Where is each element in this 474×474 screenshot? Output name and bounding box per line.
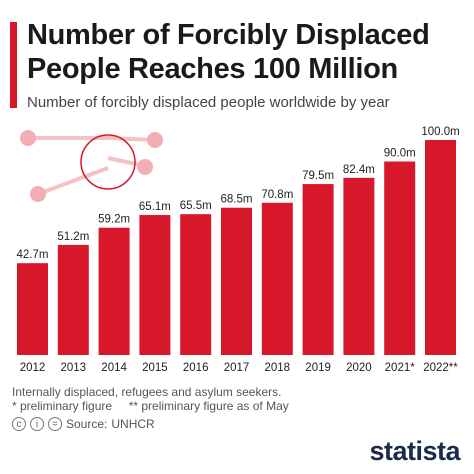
data-label: 68.5m: [221, 194, 253, 206]
x-tick-label: 2018: [265, 362, 291, 374]
data-label: 65.1m: [139, 201, 171, 213]
x-tick-label: 2017: [224, 362, 250, 374]
source-name: UNHCR: [111, 417, 155, 431]
x-tick-label: 2020: [346, 362, 372, 374]
bar-2014: [98, 227, 130, 355]
bar-chart: 42.7m 2012 51.2m 2013 59.2m 2014 65.1m 2015 65.5…: [17, 126, 460, 374]
bar-2020: [343, 177, 375, 355]
bar-2017: [221, 207, 252, 355]
bar-2022: [425, 140, 456, 355]
bar-2013: [57, 244, 89, 355]
chart-title: Number of Forcibly Displaced People Reac…: [27, 18, 467, 86]
title-accent-bar: [10, 22, 17, 108]
x-tick-label: 2016: [183, 362, 209, 374]
chart-subtitle: Number of forcibly displaced people worl…: [27, 94, 390, 111]
bar-2016: [180, 214, 212, 355]
x-tick-label: 2022**: [423, 362, 458, 374]
statista-logo[interactable]: statista: [369, 436, 460, 466]
source-line: c i = Source: UNHCR: [12, 417, 155, 431]
data-label: 59.2m: [98, 214, 130, 226]
x-tick-label: 2013: [61, 362, 87, 374]
bar-2012: [17, 263, 48, 355]
data-label: 90.0m: [384, 148, 416, 160]
bar-2015: [139, 215, 171, 355]
x-tick-label: 2019: [305, 362, 331, 374]
bar-2021: [384, 161, 416, 355]
footnotes-text: * preliminary figure ** preliminary figu…: [12, 399, 289, 413]
attribution-icon: i: [30, 417, 44, 431]
network-illustration: [20, 130, 163, 202]
x-tick-label: 2015: [142, 362, 168, 374]
data-label: 42.7m: [17, 249, 49, 261]
title-line-1: Number of Forcibly Displaced: [27, 19, 430, 51]
data-label: 100.0m: [421, 126, 459, 138]
bar-2018: [261, 202, 293, 355]
title-line-2: People Reaches 100 Million: [27, 53, 398, 85]
source-prefix: Source:: [66, 417, 108, 431]
x-tick-label: 2012: [20, 362, 46, 374]
chart-notes: Internally displaced, refugees and asylu…: [12, 385, 289, 413]
x-tick-label: 2014: [101, 362, 127, 374]
data-label: 70.8m: [261, 189, 293, 201]
no-derivatives-icon: =: [48, 417, 62, 431]
data-label: 82.4m: [343, 164, 375, 176]
data-label: 51.2m: [57, 231, 89, 243]
bar-2019: [302, 184, 334, 355]
cc-license-icon: c: [12, 417, 26, 431]
note-text: Internally displaced, refugees and asylu…: [12, 385, 282, 399]
x-tick-label: 2021*: [385, 362, 416, 374]
data-label: 79.5m: [302, 170, 334, 182]
data-label: 65.5m: [180, 200, 212, 212]
